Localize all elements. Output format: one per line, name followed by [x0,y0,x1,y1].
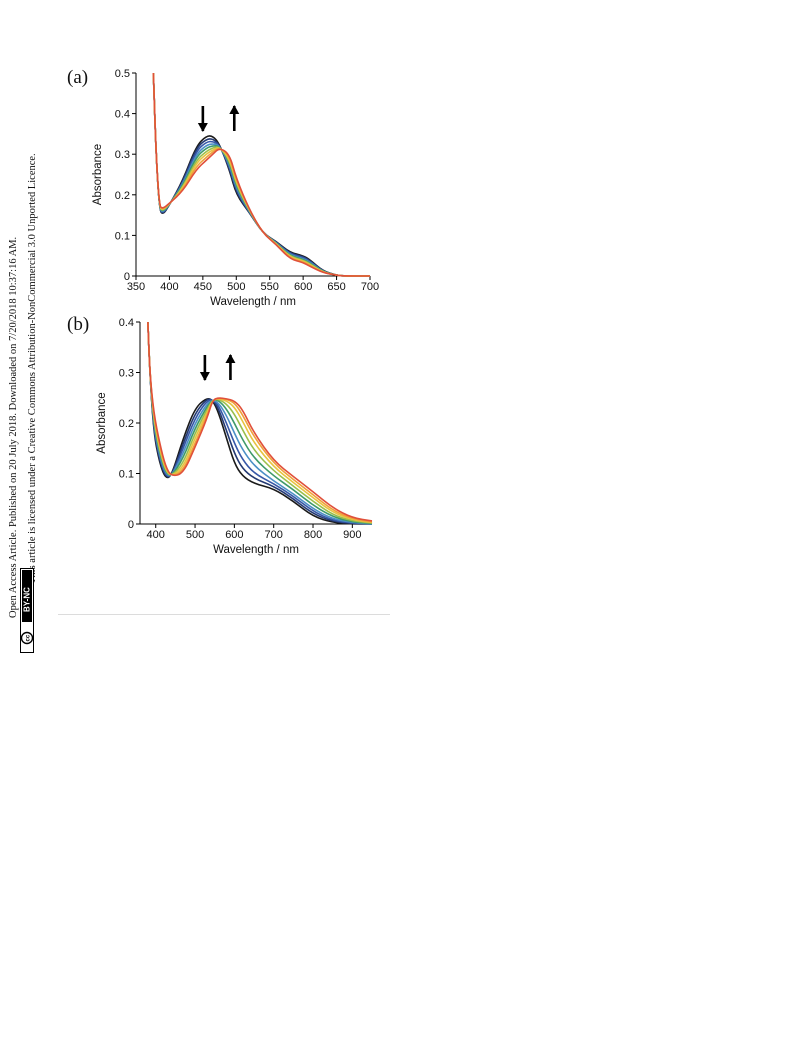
arrow-down-icon [197,106,208,132]
arrow-head [225,354,236,363]
x-tick-label: 700 [361,281,379,293]
series-line-6 [147,321,373,524]
badge-text: BY-NC [23,587,32,612]
y-tick-label: 0.1 [119,469,134,481]
x-axis-label: Wavelength / nm [210,296,296,308]
article-license-sidebar: Open Access Article. Published on 20 Jul… [0,0,44,660]
y-tick-label: 0 [124,271,130,283]
x-tick-label: 900 [343,529,361,541]
x-tick-label: 800 [304,529,322,541]
arrow-head [197,123,208,132]
cc-by-nc-badge-icon[interactable]: BY-NC cc [20,568,34,653]
x-tick-label: 600 [225,529,243,541]
y-tick-label: 0.4 [119,317,134,329]
series-line-8 [147,321,373,523]
y-tick-label: 0 [128,519,134,531]
series-line-7 [147,321,373,524]
series-line-3 [147,321,373,525]
x-tick-label: 600 [294,281,312,293]
x-tick-label: 450 [194,281,212,293]
y-tick-label: 0.1 [115,230,130,242]
series-line-5 [147,321,373,525]
x-axis-label: Wavelength / nm [213,544,299,556]
series-line-9 [147,321,373,522]
panel-b-label: (b) [67,314,90,335]
series-line-2 [147,321,373,525]
y-axis-label: Absorbance [96,392,108,453]
x-tick-label: 400 [160,281,178,293]
chart-a: 350 400 450 500 550 600 650 700 0 0.1 0.2 0.3 0.4 0.5… [92,68,379,308]
y-tick-label: 0.2 [115,190,130,202]
section-divider [58,614,390,615]
arrow-head [199,372,210,381]
y-tick-label: 0.3 [119,368,134,380]
y-tick-label: 0.5 [115,68,130,80]
panel-a-label: (a) [67,67,89,88]
arrow-down-icon [199,355,210,381]
arrow-head [229,105,240,114]
x-tick-label: 350 [127,281,145,293]
series-line-1 [147,321,372,525]
x-tick-label: 500 [227,281,245,293]
chart-b: 400 500 600 700 800 900 0 0.1 0.2 0.3 0.4 Wavelengt… [96,317,373,556]
y-tick-label: 0.3 [115,149,130,161]
badge-cc: cc [25,634,31,641]
y-axis-label: Absorbance [92,144,104,205]
y-tick-label: 0.2 [119,418,134,430]
x-tick-label: 500 [186,529,204,541]
arrow-up-icon [225,354,236,380]
series-line-9 [152,72,370,277]
absorbance-charts: 350 400 450 500 550 600 650 700 0 0.1 0.2 0.3 0.4 0.5… [92,68,379,556]
x-tick-label: 400 [147,529,165,541]
arrow-up-icon [229,105,240,131]
series-line-3 [152,72,370,277]
series-line-4 [147,321,373,525]
x-tick-label: 650 [327,281,345,293]
y-tick-label: 0.4 [115,109,130,121]
x-tick-label: 550 [261,281,279,293]
x-tick-label: 700 [265,529,283,541]
